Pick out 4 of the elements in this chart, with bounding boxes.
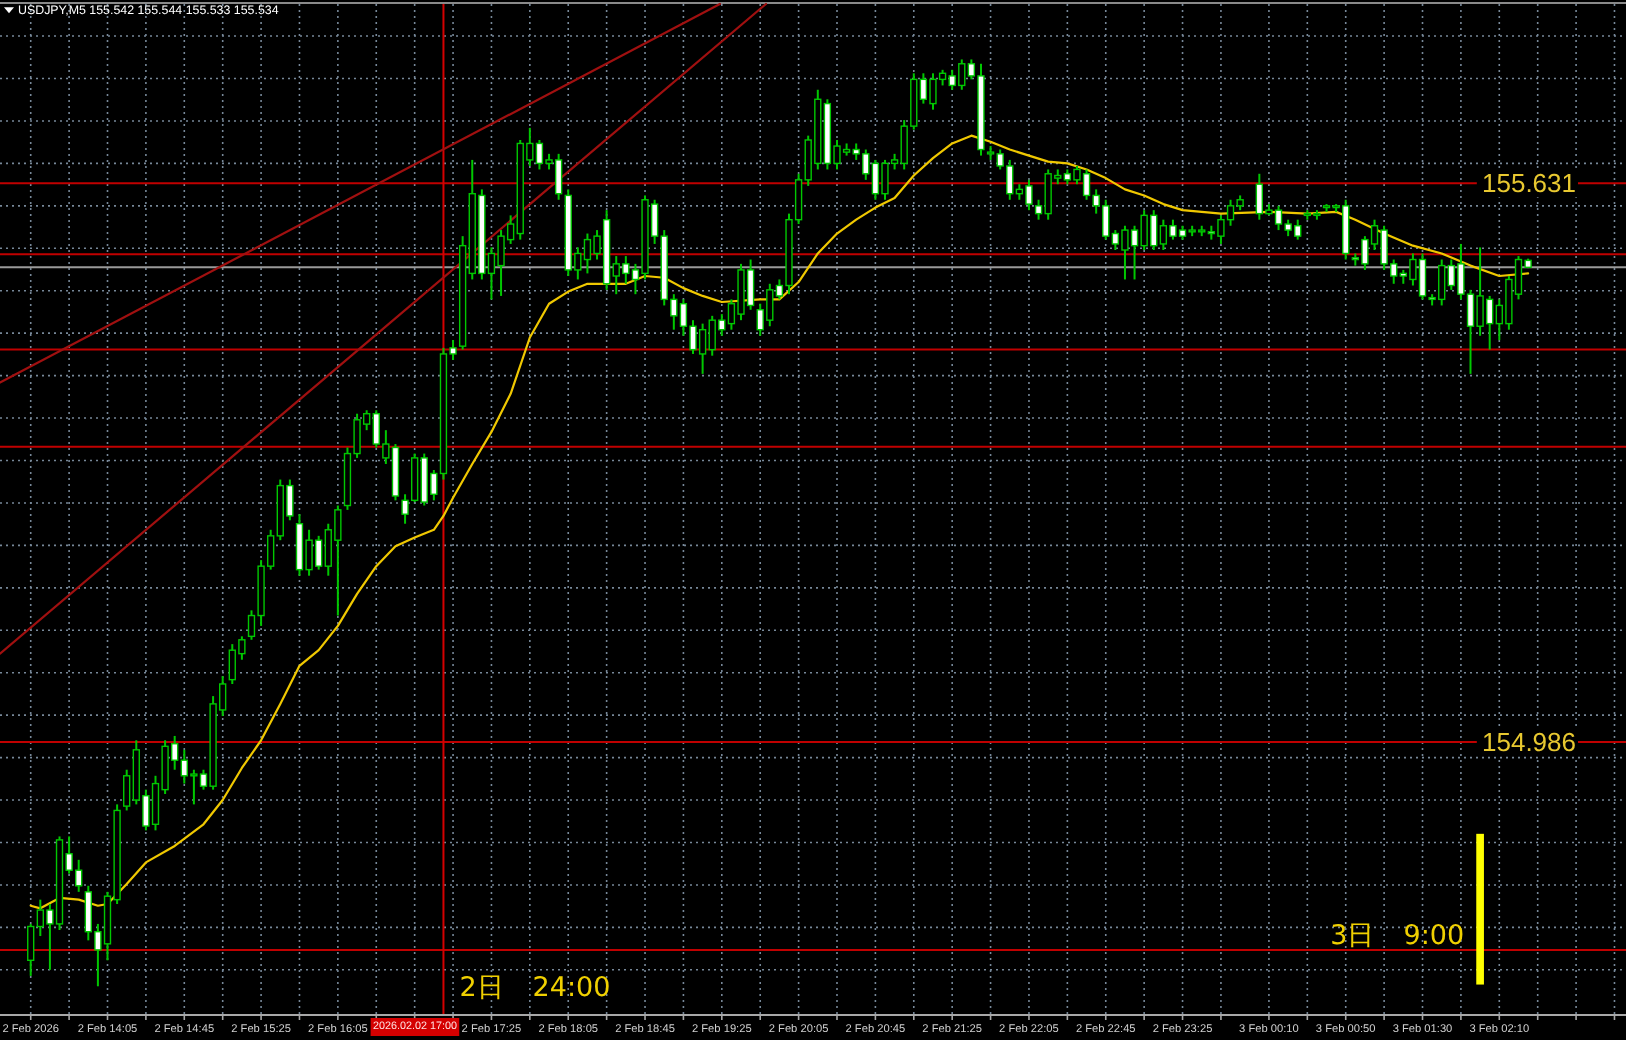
annotation: 3日 9:00 — [1330, 920, 1465, 953]
annotation: 2日 24:00 — [459, 972, 611, 1005]
ref-line-label: 155.631 — [1482, 168, 1576, 199]
ref-line-label: 154.986 — [1482, 727, 1576, 758]
